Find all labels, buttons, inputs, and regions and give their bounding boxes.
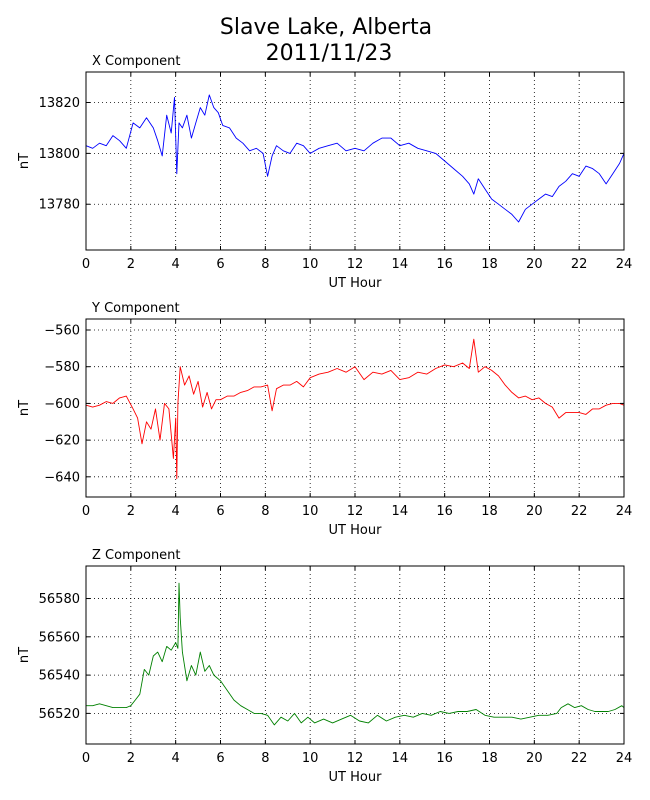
subplot-title: Y Component <box>91 301 180 316</box>
y-tick-label: −560 <box>44 324 80 339</box>
x-tick-label: 8 <box>261 751 269 766</box>
x-tick-label: 6 <box>216 504 224 519</box>
x-tick-label: 4 <box>172 504 180 519</box>
x-tick-label: 10 <box>302 504 319 519</box>
x-tick-label: 8 <box>261 257 269 272</box>
x-tick-label: 14 <box>392 257 409 272</box>
x-tick-label: 2 <box>127 751 135 766</box>
y-axis-label: nT <box>17 153 32 169</box>
y-tick-label: 56560 <box>39 630 80 645</box>
x-axis-label: UT Hour <box>329 523 383 538</box>
x-series-line <box>85 94 625 223</box>
x-tick-label: 8 <box>261 504 269 519</box>
x-tick-label: 0 <box>82 751 90 766</box>
x-tick-label: 24 <box>616 751 633 766</box>
x-tick-label: 14 <box>392 504 409 519</box>
x-tick-label: 14 <box>392 751 409 766</box>
x-tick-label: 4 <box>172 257 180 272</box>
x-tick-label: 12 <box>347 257 364 272</box>
x-tick-label: 22 <box>571 257 588 272</box>
y-axis-label: nT <box>17 647 32 663</box>
x-tick-label: 0 <box>82 257 90 272</box>
x-tick-label: 20 <box>526 751 543 766</box>
subplot-title: X Component <box>92 54 181 69</box>
z-series-line <box>86 582 625 726</box>
y-series-line <box>85 338 625 480</box>
x-tick-label: 6 <box>216 257 224 272</box>
x-tick-label: 10 <box>302 751 319 766</box>
y-tick-label: −640 <box>44 470 80 485</box>
x-tick-label: 16 <box>436 751 453 766</box>
x-tick-label: 18 <box>481 504 498 519</box>
x-tick-label: 22 <box>571 504 588 519</box>
x-axis-label: UT Hour <box>329 276 383 291</box>
x-tick-label: 18 <box>481 751 498 766</box>
x-tick-label: 16 <box>436 504 453 519</box>
figure-title-line1: Slave Lake, Alberta <box>220 15 432 40</box>
y-tick-label: 13820 <box>39 96 80 111</box>
x-tick-label: 24 <box>616 504 633 519</box>
y-tick-label: −600 <box>44 397 80 412</box>
x-tick-label: 2 <box>127 504 135 519</box>
x-tick-label: 4 <box>172 751 180 766</box>
x-tick-label: 22 <box>571 751 588 766</box>
x-tick-label: 6 <box>216 751 224 766</box>
x-tick-label: 0 <box>82 504 90 519</box>
chart-y-component: 0 2 4 6 8 10 12 14 16 18 20 22 24−560−580−600−620−64… <box>17 301 632 538</box>
y-axis-label: nT <box>17 400 32 416</box>
x-tick-label: 20 <box>526 504 543 519</box>
y-tick-label: 56520 <box>39 707 80 722</box>
x-tick-label: 18 <box>481 257 498 272</box>
chart-z-component: 0 2 4 6 8 10 12 14 16 18 20 22 245652056540565605658… <box>17 548 632 785</box>
y-tick-label: −580 <box>44 360 80 375</box>
y-tick-label: 56540 <box>39 669 80 684</box>
y-tick-label: 56580 <box>39 592 80 607</box>
x-tick-label: 2 <box>127 257 135 272</box>
y-tick-label: −620 <box>44 434 80 449</box>
x-tick-label: 10 <box>302 257 319 272</box>
x-tick-label: 20 <box>526 257 543 272</box>
y-tick-label: 13800 <box>39 147 80 162</box>
x-tick-label: 24 <box>616 257 633 272</box>
x-tick-label: 12 <box>347 504 364 519</box>
x-tick-label: 12 <box>347 751 364 766</box>
y-tick-label: 13780 <box>39 198 80 213</box>
x-axis-label: UT Hour <box>329 770 383 785</box>
figure-title-line2: 2011/11/23 <box>266 41 393 66</box>
x-tick-label: 16 <box>436 257 453 272</box>
subplot-title: Z Component <box>92 548 181 563</box>
